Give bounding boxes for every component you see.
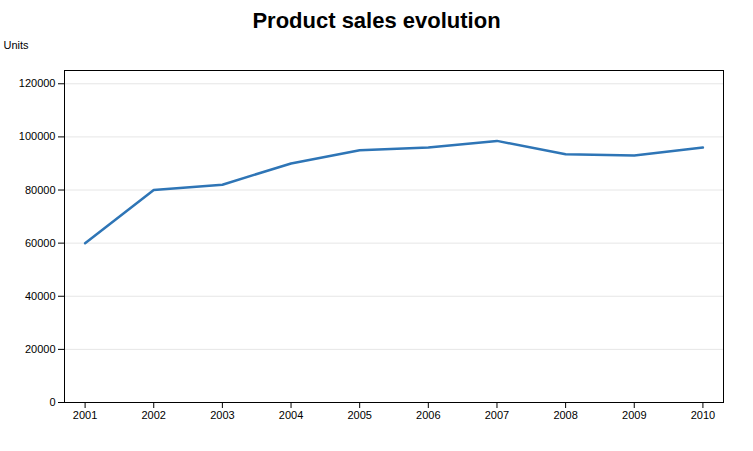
- svg-text:20000: 20000: [25, 343, 56, 355]
- svg-text:2010: 2010: [691, 409, 715, 421]
- svg-text:2004: 2004: [279, 409, 303, 421]
- svg-text:80000: 80000: [25, 184, 56, 196]
- svg-text:0: 0: [49, 396, 55, 408]
- svg-text:2007: 2007: [485, 409, 509, 421]
- svg-text:100000: 100000: [19, 130, 56, 142]
- svg-text:60000: 60000: [25, 237, 56, 249]
- svg-text:2008: 2008: [553, 409, 577, 421]
- svg-text:2006: 2006: [416, 409, 440, 421]
- svg-text:2001: 2001: [73, 409, 97, 421]
- svg-text:120000: 120000: [19, 77, 56, 89]
- html-text:Product sales evolution: Product sales evolution: [252, 8, 501, 33]
- svg-text:2003: 2003: [210, 409, 234, 421]
- svg-text:2009: 2009: [622, 409, 646, 421]
- svg-text:2005: 2005: [347, 409, 371, 421]
- svg-text:40000: 40000: [25, 290, 56, 302]
- svg-text:2002: 2002: [141, 409, 165, 421]
- svg-text:Units: Units: [4, 39, 30, 51]
